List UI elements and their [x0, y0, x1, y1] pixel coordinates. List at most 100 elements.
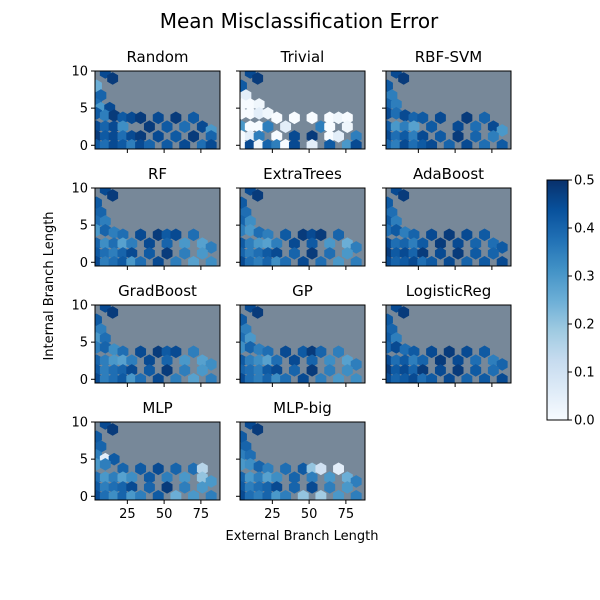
hex-cell [108, 109, 120, 122]
hex-cell [306, 354, 318, 368]
hex-cell [324, 237, 336, 251]
hex-cell [452, 130, 464, 143]
hex-cell [161, 247, 173, 260]
hex-cell [99, 341, 111, 354]
hex-cell [350, 255, 362, 266]
hex-cell [253, 364, 265, 377]
hex-cell [262, 372, 274, 383]
hex-cell [408, 255, 420, 266]
hex-cell [117, 471, 129, 485]
panel-logisticreg: LogisticReg [382, 282, 512, 387]
hex-cell [262, 247, 274, 260]
panel-trivial: Trivial [236, 48, 366, 153]
x-axis-label: External Branch Length [226, 529, 379, 544]
panel-frame [239, 421, 366, 501]
hex-cell [271, 111, 283, 125]
hex-cell [315, 489, 327, 500]
hex-cell [306, 130, 318, 143]
hex-cell [240, 206, 252, 219]
panel-title: Random [126, 48, 188, 66]
hex-cell [99, 138, 111, 149]
hex-cell [244, 215, 256, 228]
hex-cells [95, 305, 217, 383]
hex-cells [386, 305, 508, 383]
y-tick-label: 5 [80, 453, 88, 468]
hex-cell [262, 364, 274, 377]
panel-mlp-big: MLP-big 25 50 75 [236, 399, 366, 522]
hex-cells [240, 188, 362, 266]
hex-cell [117, 372, 129, 383]
y-tick-label: 10 [71, 416, 88, 431]
hex-cell [240, 313, 247, 327]
hex-cell [170, 255, 182, 266]
hex-cell [117, 345, 129, 359]
hex-cell [170, 345, 182, 359]
panel-frame [94, 70, 221, 150]
hex-cell [297, 462, 309, 476]
hex-cell [205, 241, 217, 254]
hex-cell [470, 364, 482, 377]
hex-cell [390, 224, 402, 237]
hex-cell [196, 247, 208, 260]
hex-cell [306, 247, 318, 260]
hex-cell [315, 120, 327, 134]
hex-cell [398, 189, 410, 202]
hex-cell [117, 228, 129, 242]
colorbar-tick-label: 0.0 [574, 414, 595, 429]
hex-cell [99, 237, 111, 251]
hex-cell [297, 372, 309, 383]
y-tick-label: 0 [80, 490, 88, 505]
panel-title: RBF-SVM [415, 48, 482, 66]
hex-cell [179, 354, 191, 368]
hex-cell [188, 345, 199, 359]
hex-cell [126, 111, 138, 125]
hex-cell [341, 364, 353, 377]
hex-cell [487, 120, 499, 134]
hex-cells [240, 71, 362, 149]
hex-cell [262, 471, 274, 485]
hex-cell [479, 372, 490, 383]
hex-cell [253, 226, 265, 239]
hex-cell [386, 196, 393, 210]
hex-cell [487, 237, 499, 251]
hex-cell [108, 343, 120, 356]
hex-cell [315, 372, 327, 383]
hex-cell [205, 489, 217, 500]
hex-cell [244, 471, 256, 485]
hex-cell [152, 130, 164, 143]
hex-cell [408, 364, 420, 377]
hex-cell [408, 372, 420, 383]
y-tick-label: 10 [71, 299, 88, 314]
hex-cell [496, 124, 508, 137]
hex-cell [333, 372, 344, 383]
hex-cell [479, 345, 490, 359]
hex-cell [306, 481, 318, 494]
hex-cell [496, 241, 508, 254]
hex-cell [205, 372, 217, 383]
hex-cell [496, 358, 508, 371]
hex-cell [253, 372, 265, 383]
hex-cell [280, 255, 292, 266]
hex-cell [390, 332, 402, 345]
hex-cell [452, 247, 464, 260]
hex-cell [99, 364, 111, 377]
hex-cell [99, 215, 111, 228]
hex-cell [179, 120, 191, 134]
hex-cell [399, 226, 411, 239]
hex-cell [443, 138, 455, 149]
hex-cell [135, 462, 147, 476]
hex-cell [408, 345, 420, 359]
hex-cell [179, 364, 191, 377]
hex-cell [108, 364, 120, 377]
hex-cell [252, 306, 264, 319]
hex-cell [324, 138, 336, 149]
hex-cell [117, 489, 129, 500]
hex-cell [135, 130, 147, 143]
hex-cell [271, 247, 283, 260]
hex-cell [244, 332, 256, 345]
hex-cell [244, 224, 256, 237]
hex-cell [152, 255, 164, 266]
hex-cell [417, 364, 429, 377]
hex-cell [95, 89, 107, 102]
hex-cell [399, 109, 411, 122]
